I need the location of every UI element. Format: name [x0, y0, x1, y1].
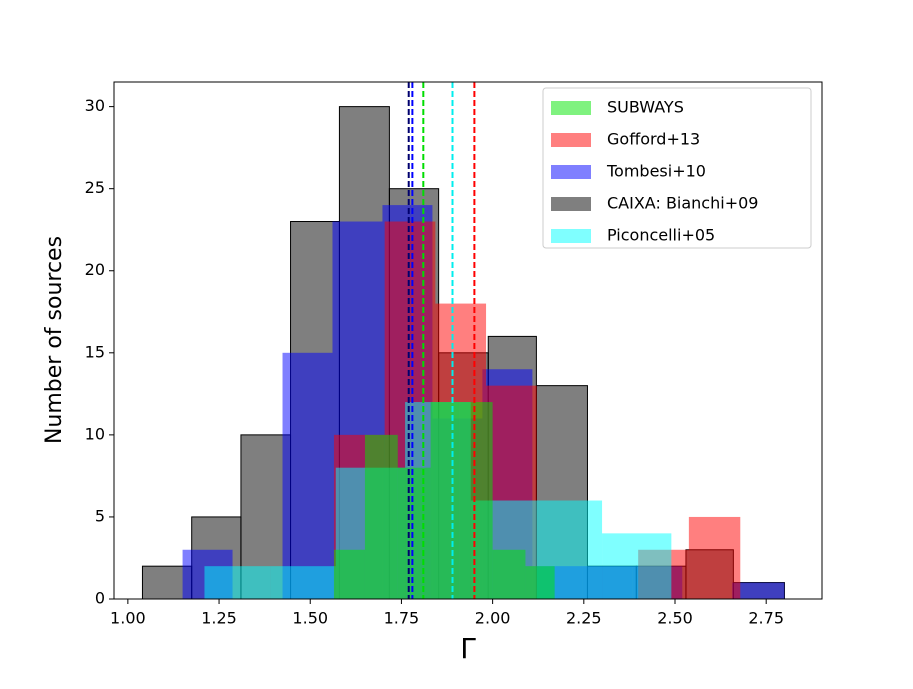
y-tick-label: 30 [85, 96, 105, 115]
hist-bar [492, 549, 526, 599]
y-tick-label: 5 [95, 506, 105, 525]
x-tick-label: 1.00 [110, 609, 146, 628]
y-label: Number of sources [42, 236, 67, 444]
legend-swatch [551, 229, 591, 243]
hist-bar [459, 402, 493, 599]
x-tick-label: 2.00 [475, 609, 511, 628]
legend-label: Tombesi+10 [606, 162, 706, 181]
legend-swatch [551, 165, 591, 179]
hist-bar [397, 467, 431, 599]
plot-frame [113, 81, 823, 600]
hist-bar [364, 434, 398, 599]
legend-label: Gofford+13 [607, 130, 700, 149]
y-tick-label: 10 [85, 424, 105, 443]
x-tick-label: 1.25 [201, 609, 237, 628]
hist-bar [270, 566, 336, 599]
hist-bar [430, 402, 460, 599]
hist-bar [602, 533, 672, 599]
legend-label: CAIXA: Bianchi+09 [607, 194, 758, 213]
hist-bar [688, 516, 741, 599]
x-tick-label: 2.75 [748, 609, 784, 628]
hist-bar [204, 566, 271, 599]
legend-label: SUBWAYS [607, 98, 684, 117]
legend-swatch [551, 133, 591, 147]
legend-box [542, 87, 812, 249]
legend-swatch [551, 197, 591, 211]
legend-swatch [551, 101, 591, 115]
x-label: Γ [460, 632, 476, 665]
y-tick-label: 0 [95, 589, 105, 608]
hist-bar [732, 582, 785, 599]
x-tick-label: 1.50 [292, 609, 328, 628]
y-tick-label: 20 [85, 260, 105, 279]
x-tick-label: 2.25 [566, 609, 602, 628]
hist-bar [282, 352, 333, 599]
y-tick-label: 15 [85, 342, 105, 361]
hist-bar [333, 549, 365, 599]
x-tick-label: 2.50 [657, 609, 693, 628]
y-tick-label: 25 [85, 178, 105, 197]
x-tick-label: 1.75 [384, 609, 420, 628]
legend-label: Piconcelli+05 [607, 226, 715, 245]
hist-bar [525, 566, 555, 599]
